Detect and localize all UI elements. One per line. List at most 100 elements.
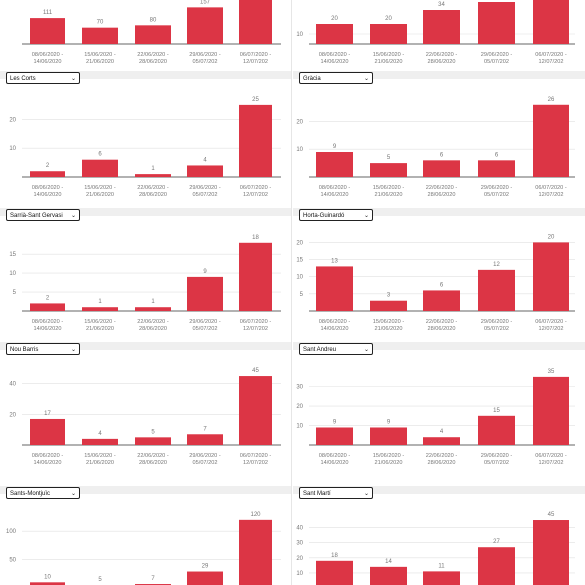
x-tick-label: 22/06/2020 - [426,453,458,459]
bar-value-label: 4 [203,157,207,163]
y-tick-label: 20 [296,404,303,410]
y-tick-label: 20 [296,119,303,125]
bar-value-label: 20 [548,234,555,240]
bar-value-label: 4 [98,431,102,437]
right-column: 10 20 08/06/2020 -14/06/2020 20 15/06/2020 -… [293,0,585,585]
x-tick-label: 28/06/2020 [139,460,167,466]
district-select[interactable]: Sant Andreu ⌄ [299,343,373,355]
bar [135,437,171,445]
x-tick-label: 08/06/2020 - [319,319,351,325]
x-tick-label: 21/06/2020 [86,59,114,65]
bar [478,269,515,311]
bar-value-label: 2 [46,295,50,301]
chevron-down-icon: ⌄ [363,213,369,219]
x-tick-label: 21/06/2020 [86,326,114,332]
bar [239,104,272,177]
x-tick-label: 29/06/2020 - [189,453,221,459]
x-tick-label: 22/06/2020 - [426,185,458,191]
bar [316,266,353,311]
bar-value-label: 2 [46,163,50,169]
bar-value-label: 157 [200,0,211,5]
bar [82,159,118,177]
x-tick-label: 14/06/2020 [34,59,62,65]
x-tick-label: 06/07/2020 - [535,453,567,459]
bar-value-label: 6 [440,152,444,158]
bar-value-label: 14 [385,559,392,565]
district-select[interactable]: Sarrià-Sant Gervasi ⌄ [6,209,80,221]
y-tick-label: 40 [9,382,16,388]
bar [533,376,569,445]
y-tick-label: 20 [9,412,16,418]
bar-chart-6: 20 40 17 08/06/2020 -14/06/2020 4 15/06/2020 … [9,368,281,466]
bar [30,418,65,445]
x-tick-label: 05/07/202 [484,326,509,332]
bar [478,160,515,177]
bar [316,152,353,177]
chevron-down-icon: ⌄ [363,491,369,497]
x-tick-label: 15/06/2020 - [373,453,405,459]
section-band [0,71,291,79]
district-select[interactable]: Nou Barris ⌄ [6,343,80,355]
x-tick-label: 15/06/2020 - [84,185,116,191]
bar-chart-9: 102030401808/06/2020 -14/06/20201415/06/… [296,512,575,585]
y-tick-label: 100 [6,529,17,535]
bar-value-label: 29 [202,564,209,570]
bar [370,566,407,585]
x-tick-label: 06/07/2020 - [240,453,272,459]
x-tick-label: 22/06/2020 - [137,52,169,58]
chevron-down-icon: ⌄ [363,76,369,82]
chevron-down-icon: ⌄ [70,76,76,82]
bar-value-label: 120 [250,512,261,518]
district-select[interactable]: Gràcia ⌄ [299,72,373,84]
bar-chart-5: 5 10 15 20 13 08/06/2020 -14/06/2020 3 15/06/20… [296,234,575,332]
bar [82,307,118,311]
x-tick-label: 29/06/2020 - [189,319,221,325]
bar-chart-1: 10 20 08/06/2020 -14/06/2020 20 15/06/2020 -… [296,0,575,65]
x-tick-label: 15/06/2020 - [373,185,405,191]
x-tick-label: 08/06/2020 - [32,52,64,58]
bar-chart-2: 10 20 2 08/06/2020 -14/06/2020 6 15/06/2020 -… [9,97,281,198]
left-column: 111 08/06/2020 -14/06/2020 70 15/06/2020 -2… [0,0,292,585]
bar-value-label: 18 [252,235,259,241]
bar [533,0,569,44]
bar [135,307,171,311]
y-tick-label: 5 [13,290,17,296]
bar [478,2,515,44]
bar-value-label: 45 [548,512,555,518]
x-tick-label: 29/06/2020 - [481,185,513,191]
x-tick-label: 08/06/2020 - [319,52,351,58]
chevron-down-icon: ⌄ [70,213,76,219]
bar [370,163,407,177]
x-tick-label: 14/06/2020 [321,326,349,332]
bar-value-label: 34 [438,2,445,8]
section-band [293,208,585,216]
bar [316,24,353,44]
x-tick-label: 06/07/2020 - [240,319,272,325]
bar [423,160,460,177]
bar-value-label: 35 [548,369,555,375]
x-tick-label: 28/06/2020 [428,326,456,332]
district-select[interactable]: Horta-Guinardó ⌄ [299,209,373,221]
district-select[interactable]: Les Corts ⌄ [6,72,80,84]
x-tick-label: 06/07/2020 - [240,52,272,58]
district-select[interactable]: Sants-Montjuïc ⌄ [6,487,80,499]
chevron-down-icon: ⌄ [363,347,369,353]
bar-value-label: 1 [98,299,102,305]
y-tick-label: 10 [296,147,303,153]
bar-value-label: 111 [43,10,53,16]
bar [82,438,118,445]
x-tick-label: 14/06/2020 [321,460,349,466]
x-tick-label: 28/06/2020 [139,192,167,198]
x-tick-label: 06/07/2020 - [240,185,272,191]
x-tick-label: 29/06/2020 - [189,52,221,58]
district-select[interactable]: Sant Martí ⌄ [299,487,373,499]
bar-chart-7: 10 20 30 9 08/06/2020 -14/06/2020 9 15/06/2020… [296,369,575,466]
bar-value-label: 7 [203,426,207,432]
bar [187,434,223,445]
bar-chart-4: 5 10 15 2 08/06/2020 -14/06/2020 1 15/06/2020 … [9,235,281,332]
x-tick-label: 28/06/2020 [139,326,167,332]
x-tick-label: 21/06/2020 [375,460,403,466]
district-select-label: Horta-Guinardó [303,213,345,219]
y-tick-label: 15 [296,258,303,264]
bar-value-label: 18 [331,553,338,559]
